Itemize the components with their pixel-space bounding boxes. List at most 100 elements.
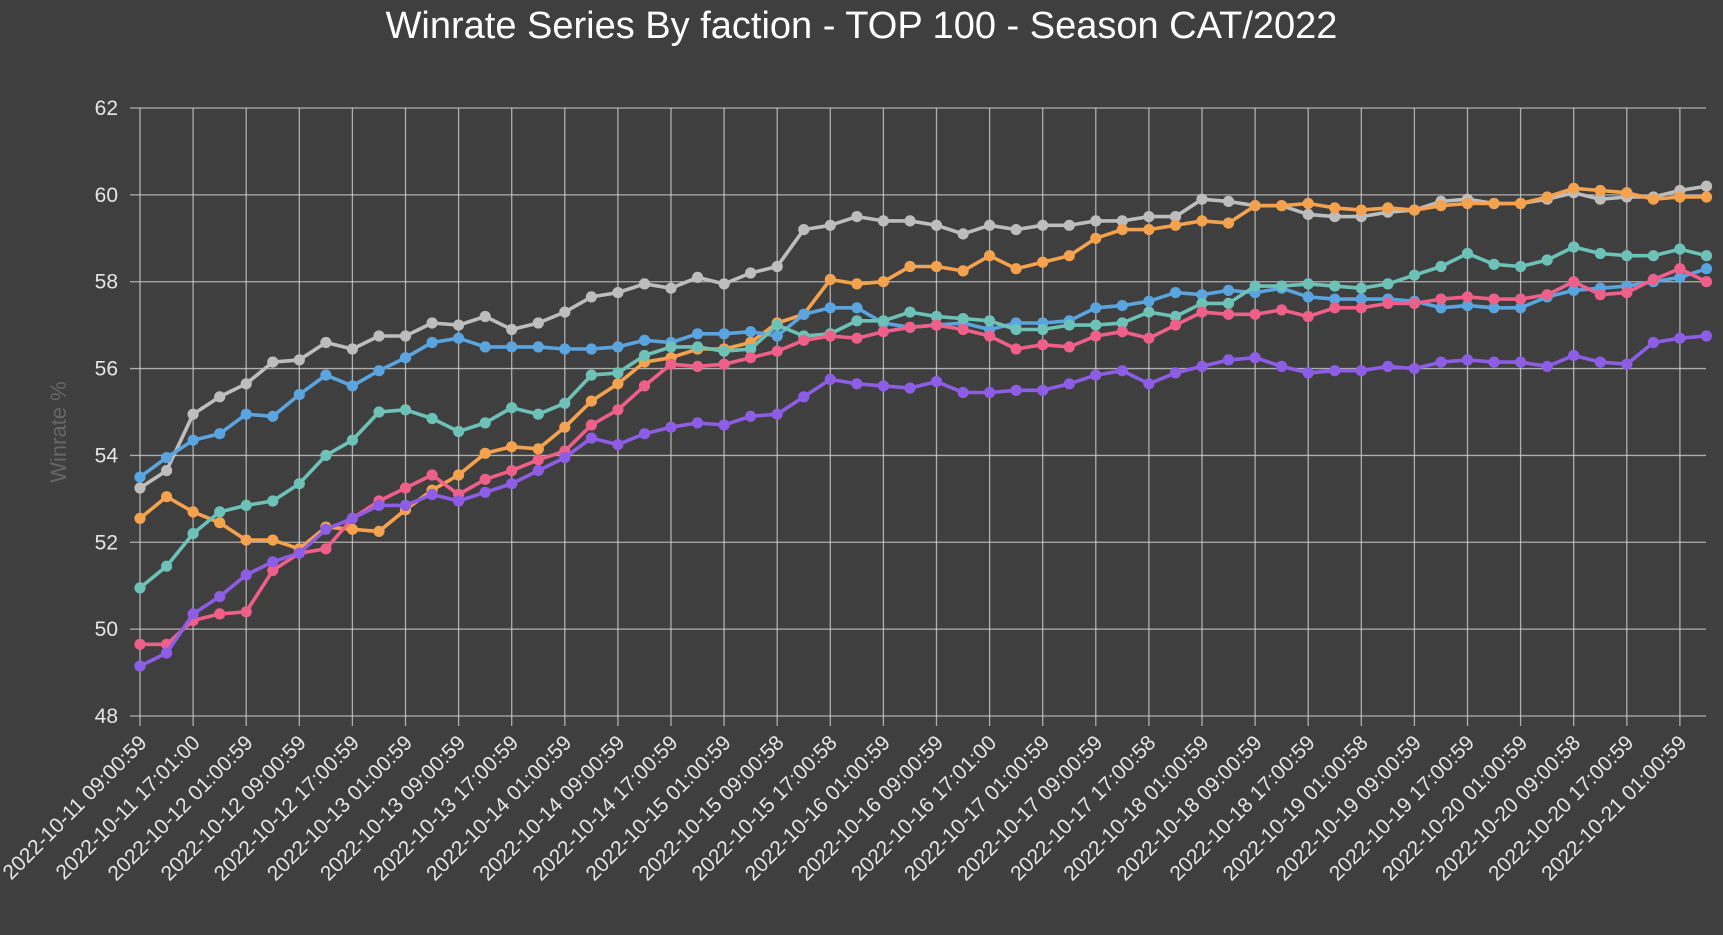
data-point: [638, 380, 651, 392]
data-point: [1037, 219, 1049, 231]
data-point: [984, 330, 996, 342]
data-point: [1090, 302, 1102, 314]
data-point: [453, 332, 465, 344]
data-point: [745, 326, 757, 338]
data-point: [665, 282, 677, 294]
data-point: [1196, 360, 1208, 372]
series-layer: [134, 180, 1713, 672]
data-point: [771, 319, 783, 331]
data-point: [240, 534, 252, 546]
data-point: [1276, 360, 1288, 372]
data-point: [930, 219, 943, 231]
data-point: [1435, 293, 1447, 305]
data-point: [1700, 263, 1713, 275]
data-point: [1249, 200, 1261, 212]
data-point: [1515, 356, 1527, 368]
data-point: [1010, 343, 1022, 355]
data-point: [506, 323, 518, 336]
data-point: [214, 428, 226, 440]
data-point: [1037, 323, 1049, 336]
data-point: [346, 343, 358, 355]
data-point: [1222, 217, 1235, 229]
data-point: [373, 499, 385, 511]
data-point: [851, 315, 863, 327]
data-point: [532, 465, 544, 477]
data-point: [718, 328, 730, 340]
data-point: [1329, 365, 1341, 377]
data-point: [1116, 365, 1128, 377]
data-point: [1700, 276, 1713, 288]
data-point: [267, 495, 279, 507]
data-point: [1302, 208, 1314, 220]
data-point: [134, 638, 146, 650]
data-point: [1037, 339, 1049, 351]
data-point: [1408, 204, 1420, 216]
data-point: [1594, 184, 1606, 197]
data-point: [1674, 191, 1686, 203]
data-point: [346, 512, 358, 525]
data-point: [532, 408, 544, 420]
data-point: [1435, 260, 1447, 273]
data-point: [612, 378, 624, 390]
data-point: [824, 219, 836, 231]
data-point: [426, 488, 438, 501]
series-line: [138, 266, 1709, 647]
data-point: [1302, 291, 1314, 303]
data-point: [904, 306, 916, 318]
data-point: [320, 523, 332, 535]
data-point: [1568, 284, 1580, 296]
data-point: [293, 478, 305, 490]
series-4: [134, 241, 1713, 594]
data-point: [1647, 273, 1659, 286]
data-point: [1700, 250, 1713, 262]
data-point: [532, 454, 544, 466]
data-point: [1541, 360, 1553, 372]
data-point: [1408, 363, 1420, 375]
data-point: [320, 449, 332, 461]
data-point: [187, 506, 199, 518]
data-point: [559, 421, 571, 433]
data-point: [1169, 367, 1182, 379]
data-point: [134, 660, 146, 672]
data-point: [373, 525, 385, 538]
data-point: [1382, 278, 1394, 290]
data-point: [267, 564, 279, 577]
data-point: [1169, 211, 1182, 223]
data-point: [1249, 308, 1261, 320]
data-point: [559, 452, 571, 464]
data-point: [1461, 197, 1474, 210]
data-point: [1621, 250, 1633, 262]
data-point: [320, 336, 332, 349]
data-point: [453, 469, 465, 481]
data-point: [665, 341, 677, 353]
data-point: [1302, 278, 1314, 290]
data-point: [1621, 187, 1633, 199]
data-point: [399, 352, 412, 364]
data-point: [1302, 367, 1314, 379]
data-point: [1382, 360, 1394, 372]
data-point: [930, 319, 943, 331]
data-point: [1090, 369, 1102, 381]
data-point: [1143, 378, 1155, 390]
data-point: [506, 465, 518, 477]
data-point: [1116, 224, 1128, 236]
chart-title: Winrate Series By faction - TOP 100 - Se…: [385, 5, 1338, 47]
data-point: [293, 354, 305, 366]
data-point: [877, 315, 890, 327]
data-point: [1461, 300, 1474, 312]
data-point: [585, 291, 598, 303]
data-point: [585, 343, 598, 355]
data-point: [1329, 293, 1341, 305]
data-point: [771, 260, 783, 273]
y-tick-label: 52: [95, 531, 118, 554]
data-point: [1196, 193, 1208, 205]
data-point: [506, 478, 518, 490]
data-point: [612, 404, 624, 416]
data-point: [1090, 330, 1102, 342]
y-tick-label: 60: [95, 184, 118, 207]
data-point: [479, 486, 491, 498]
data-point: [1116, 326, 1128, 338]
data-point: [745, 267, 757, 279]
data-point: [1196, 289, 1208, 301]
